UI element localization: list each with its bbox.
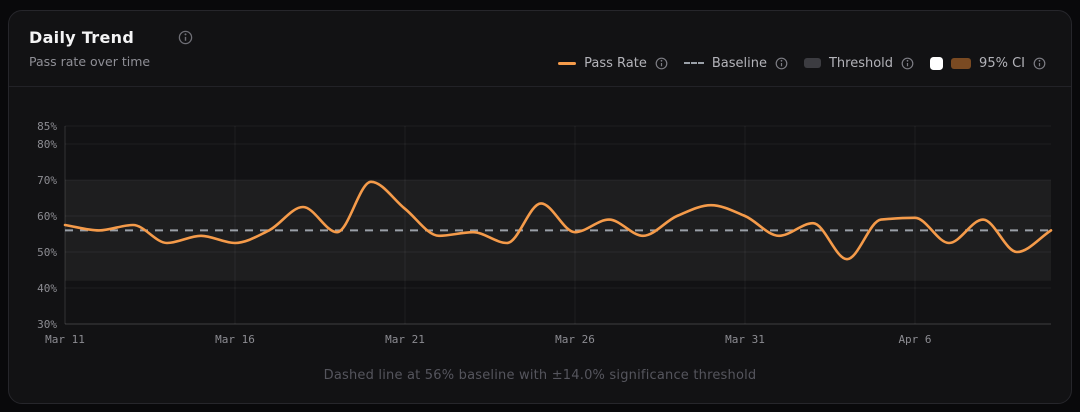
y-tick-label: 80% [37,138,57,151]
daily-trend-card: Daily Trend Pass rate over time Pass Rat… [8,10,1072,404]
x-tick-label: Apr 6 [898,333,931,346]
legend-label: Baseline [711,55,767,71]
legend-item-baseline[interactable]: Baseline [683,55,788,71]
pass-rate-line [63,180,1053,261]
legend-label: Pass Rate [584,55,647,71]
threshold-band [65,180,1051,281]
baseline-info-icon[interactable] [775,57,788,70]
ci-info-icon[interactable] [1033,57,1046,70]
y-tick-label: 70% [37,174,57,187]
y-tick-label: 30% [37,318,57,331]
chart-legend: Pass Rate Baseline Threshold [558,40,1046,86]
x-tick-label: Mar 11 [45,333,85,346]
pass-rate-info-icon[interactable] [655,57,668,70]
baseline-swatch-icon [683,62,704,64]
x-tick-label: Mar 21 [385,333,425,346]
y-tick-label: 50% [37,246,57,259]
legend-label: 95% CI [979,55,1025,71]
card-header: Daily Trend Pass rate over time Pass Rat… [9,11,1071,87]
x-tick-label: Mar 16 [215,333,255,346]
y-tick-label: 40% [37,282,57,295]
legend-item-ci[interactable]: 95% CI [930,56,1046,71]
trend-chart-svg[interactable]: 30% 40% 50% 60% 70% 80% 85% Mar 11 Mar 16 Mar 21 M… [9,87,1071,359]
legend-label: Threshold [828,55,894,71]
legend-item-pass-rate[interactable]: Pass Rate [558,56,668,71]
threshold-swatch-icon [803,58,821,68]
x-tick-label: Mar 26 [555,333,595,346]
page-title: Daily Trend [29,28,135,47]
chart-subtitle: Pass rate over time [29,54,151,69]
title-row: Daily Trend [29,28,193,47]
ci-band-swatch-icon [951,57,972,69]
ci-checkbox-icon[interactable] [930,56,944,70]
legend-item-threshold[interactable]: Threshold [803,55,914,71]
trend-chart[interactable]: 30% 40% 50% 60% 70% 80% 85% Mar 11 Mar 16 Mar 21 M… [9,87,1071,359]
y-tick-label: 60% [37,210,57,223]
threshold-info-icon[interactable] [901,57,914,70]
pass-rate-swatch-icon [558,61,577,65]
x-tick-label: Mar 31 [725,333,765,346]
title-block: Daily Trend Pass rate over time [29,28,193,86]
title-info-icon[interactable] [178,30,193,45]
y-tick-label: 85% [37,120,57,133]
chart-footnote: Dashed line at 56% baseline with ±14.0% … [323,368,757,383]
